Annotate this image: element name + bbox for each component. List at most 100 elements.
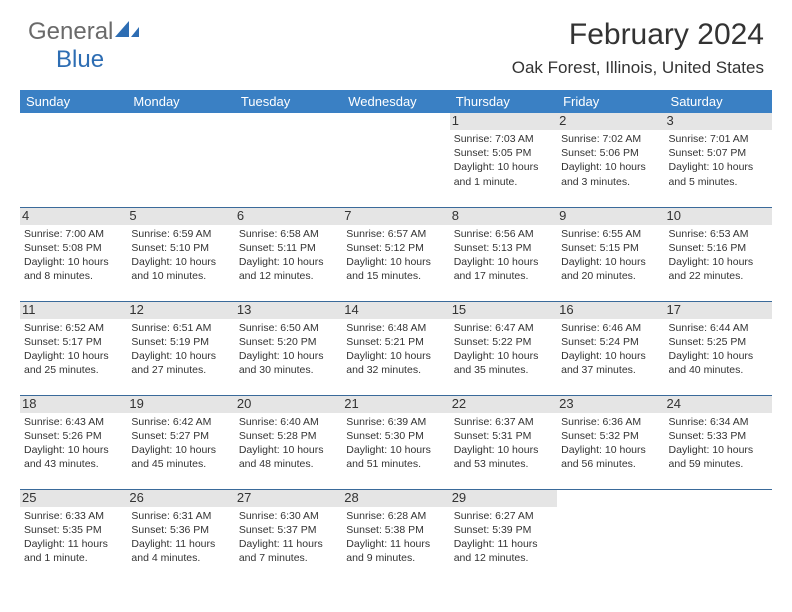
day-info: Sunrise: 6:39 AMSunset: 5:30 PMDaylight:…	[346, 415, 445, 472]
day-number: 25	[20, 490, 127, 507]
calendar-day-cell: 16 Sunrise: 6:46 AMSunset: 5:24 PMDayligh…	[557, 301, 664, 395]
calendar-day-cell: 9Sunrise: 6:55 AMSunset: 5:15 PMDaylight…	[557, 207, 664, 301]
calendar-day-cell: 8Sunrise: 6:56 AMSunset: 5:13 PMDaylight…	[450, 207, 557, 301]
calendar-day-cell: 24Sunrise: 6:34 AMSunset: 5:33 PMDayligh…	[665, 395, 772, 489]
day-info: Sunrise: 6:51 AMSunset: 5:19 PMDaylight:…	[131, 321, 230, 378]
calendar-day-cell: 14 Sunrise: 6:48 AMSunset: 5:21 PMDayligh…	[342, 301, 449, 395]
calendar-day-cell: 10 Sunrise: 6:53 AMSunset: 5:16 PMDayligh…	[665, 207, 772, 301]
weekday-header: Wednesday	[342, 90, 449, 113]
calendar-empty-cell	[235, 113, 342, 207]
calendar-table: SundayMondayTuesdayWednesdayThursdayFrid…	[20, 90, 772, 583]
calendar-week-row: 4 Sunrise: 7:00 AMSunset: 5:08 PMDaylight…	[20, 207, 772, 301]
calendar-empty-cell	[127, 113, 234, 207]
day-info: Sunrise: 7:02 AMSunset: 5:06 PMDaylight:…	[561, 132, 660, 189]
day-info: Sunrise: 6:42 AMSunset: 5:27 PMDaylight:…	[131, 415, 230, 472]
location-text: Oak Forest, Illinois, United States	[512, 58, 764, 78]
day-info: Sunrise: 6:37 AMSunset: 5:31 PMDaylight:…	[454, 415, 553, 472]
weekday-header: Monday	[127, 90, 234, 113]
day-info: Sunrise: 7:01 AMSunset: 5:07 PMDaylight:…	[669, 132, 768, 189]
day-number: 11	[20, 302, 127, 319]
calendar-day-cell: 28Sunrise: 6:28 AMSunset: 5:38 PMDayligh…	[342, 489, 449, 583]
calendar-day-cell: 11 Sunrise: 6:52 AMSunset: 5:17 PMDayligh…	[20, 301, 127, 395]
day-number: 12	[127, 302, 234, 319]
day-number: 3	[665, 113, 772, 130]
calendar-day-cell: 12 Sunrise: 6:51 AMSunset: 5:19 PMDayligh…	[127, 301, 234, 395]
day-info: Sunrise: 7:00 AMSunset: 5:08 PMDaylight:…	[24, 227, 123, 284]
day-info: Sunrise: 6:34 AMSunset: 5:33 PMDaylight:…	[669, 415, 768, 472]
calendar-day-cell: 1 Sunrise: 7:03 AMSunset: 5:05 PMDaylight…	[450, 113, 557, 207]
calendar-week-row: 11 Sunrise: 6:52 AMSunset: 5:17 PMDayligh…	[20, 301, 772, 395]
day-number: 15	[450, 302, 557, 319]
day-number: 26	[127, 490, 234, 507]
calendar-empty-cell	[557, 489, 664, 583]
logo-sail-icon	[115, 21, 141, 44]
calendar-day-cell: 26 Sunrise: 6:31 AMSunset: 5:36 PMDayligh…	[127, 489, 234, 583]
weekday-header: Saturday	[665, 90, 772, 113]
logo: General Blue	[28, 18, 141, 74]
weekday-header: Sunday	[20, 90, 127, 113]
day-info: Sunrise: 6:30 AMSunset: 5:37 PMDaylight:…	[239, 509, 338, 566]
calendar-body: 1 Sunrise: 7:03 AMSunset: 5:05 PMDaylight…	[20, 113, 772, 583]
calendar-week-row: 1 Sunrise: 7:03 AMSunset: 5:05 PMDaylight…	[20, 113, 772, 207]
title-block: February 2024 Oak Forest, Illinois, Unit…	[512, 18, 764, 78]
calendar-day-cell: 21Sunrise: 6:39 AMSunset: 5:30 PMDayligh…	[342, 395, 449, 489]
day-number: 23	[557, 396, 664, 413]
calendar-day-cell: 23 Sunrise: 6:36 AMSunset: 5:32 PMDayligh…	[557, 395, 664, 489]
day-info: Sunrise: 6:31 AMSunset: 5:36 PMDaylight:…	[131, 509, 230, 566]
month-title: February 2024	[512, 18, 764, 52]
day-info: Sunrise: 6:48 AMSunset: 5:21 PMDaylight:…	[346, 321, 445, 378]
day-number: 20	[235, 396, 342, 413]
calendar-day-cell: 2 Sunrise: 7:02 AMSunset: 5:06 PMDaylight…	[557, 113, 664, 207]
day-info: Sunrise: 6:57 AMSunset: 5:12 PMDaylight:…	[346, 227, 445, 284]
weekday-header: Tuesday	[235, 90, 342, 113]
calendar-day-cell: 22 Sunrise: 6:37 AMSunset: 5:31 PMDayligh…	[450, 395, 557, 489]
calendar-day-cell: 25 Sunrise: 6:33 AMSunset: 5:35 PMDayligh…	[20, 489, 127, 583]
day-info: Sunrise: 6:52 AMSunset: 5:17 PMDaylight:…	[24, 321, 123, 378]
day-number: 5	[127, 208, 234, 225]
logo-blue-text: Blue	[56, 46, 104, 73]
day-info: Sunrise: 6:44 AMSunset: 5:25 PMDaylight:…	[669, 321, 768, 378]
calendar-day-cell: 20 Sunrise: 6:40 AMSunset: 5:28 PMDayligh…	[235, 395, 342, 489]
day-number: 16	[557, 302, 664, 319]
day-info: Sunrise: 6:27 AMSunset: 5:39 PMDaylight:…	[454, 509, 553, 566]
day-number: 2	[557, 113, 664, 130]
day-number: 10	[665, 208, 772, 225]
day-info: Sunrise: 6:53 AMSunset: 5:16 PMDaylight:…	[669, 227, 768, 284]
calendar-empty-cell	[342, 113, 449, 207]
day-number: 29	[450, 490, 557, 507]
day-number: 22	[450, 396, 557, 413]
day-info: Sunrise: 6:56 AMSunset: 5:13 PMDaylight:…	[454, 227, 553, 284]
calendar-day-cell: 4 Sunrise: 7:00 AMSunset: 5:08 PMDaylight…	[20, 207, 127, 301]
calendar-week-row: 25 Sunrise: 6:33 AMSunset: 5:35 PMDayligh…	[20, 489, 772, 583]
day-info: Sunrise: 6:40 AMSunset: 5:28 PMDaylight:…	[239, 415, 338, 472]
day-number: 27	[235, 490, 342, 507]
day-number: 1	[450, 113, 557, 130]
calendar-day-cell: 17 Sunrise: 6:44 AMSunset: 5:25 PMDayligh…	[665, 301, 772, 395]
calendar-header-row: SundayMondayTuesdayWednesdayThursdayFrid…	[20, 90, 772, 113]
calendar-day-cell: 6 Sunrise: 6:58 AMSunset: 5:11 PMDaylight…	[235, 207, 342, 301]
day-info: Sunrise: 6:46 AMSunset: 5:24 PMDaylight:…	[561, 321, 660, 378]
day-number: 17	[665, 302, 772, 319]
day-number: 6	[235, 208, 342, 225]
day-number: 28	[342, 490, 449, 507]
calendar-day-cell: 7 Sunrise: 6:57 AMSunset: 5:12 PMDaylight…	[342, 207, 449, 301]
day-info: Sunrise: 6:33 AMSunset: 5:35 PMDaylight:…	[24, 509, 123, 566]
calendar-day-cell: 15 Sunrise: 6:47 AMSunset: 5:22 PMDayligh…	[450, 301, 557, 395]
calendar-day-cell: 13Sunrise: 6:50 AMSunset: 5:20 PMDayligh…	[235, 301, 342, 395]
day-number: 4	[20, 208, 127, 225]
day-number: 7	[342, 208, 449, 225]
logo-gray-text: General	[28, 18, 113, 45]
day-info: Sunrise: 6:36 AMSunset: 5:32 PMDaylight:…	[561, 415, 660, 472]
day-info: Sunrise: 6:58 AMSunset: 5:11 PMDaylight:…	[239, 227, 338, 284]
day-number: 19	[127, 396, 234, 413]
day-info: Sunrise: 7:03 AMSunset: 5:05 PMDaylight:…	[454, 132, 553, 189]
calendar-day-cell: 18Sunrise: 6:43 AMSunset: 5:26 PMDayligh…	[20, 395, 127, 489]
day-number: 14	[342, 302, 449, 319]
day-info: Sunrise: 6:59 AMSunset: 5:10 PMDaylight:…	[131, 227, 230, 284]
calendar-day-cell: 27 Sunrise: 6:30 AMSunset: 5:37 PMDayligh…	[235, 489, 342, 583]
day-number: 18	[20, 396, 127, 413]
weekday-header: Thursday	[450, 90, 557, 113]
calendar-empty-cell	[665, 489, 772, 583]
weekday-header: Friday	[557, 90, 664, 113]
day-info: Sunrise: 6:47 AMSunset: 5:22 PMDaylight:…	[454, 321, 553, 378]
